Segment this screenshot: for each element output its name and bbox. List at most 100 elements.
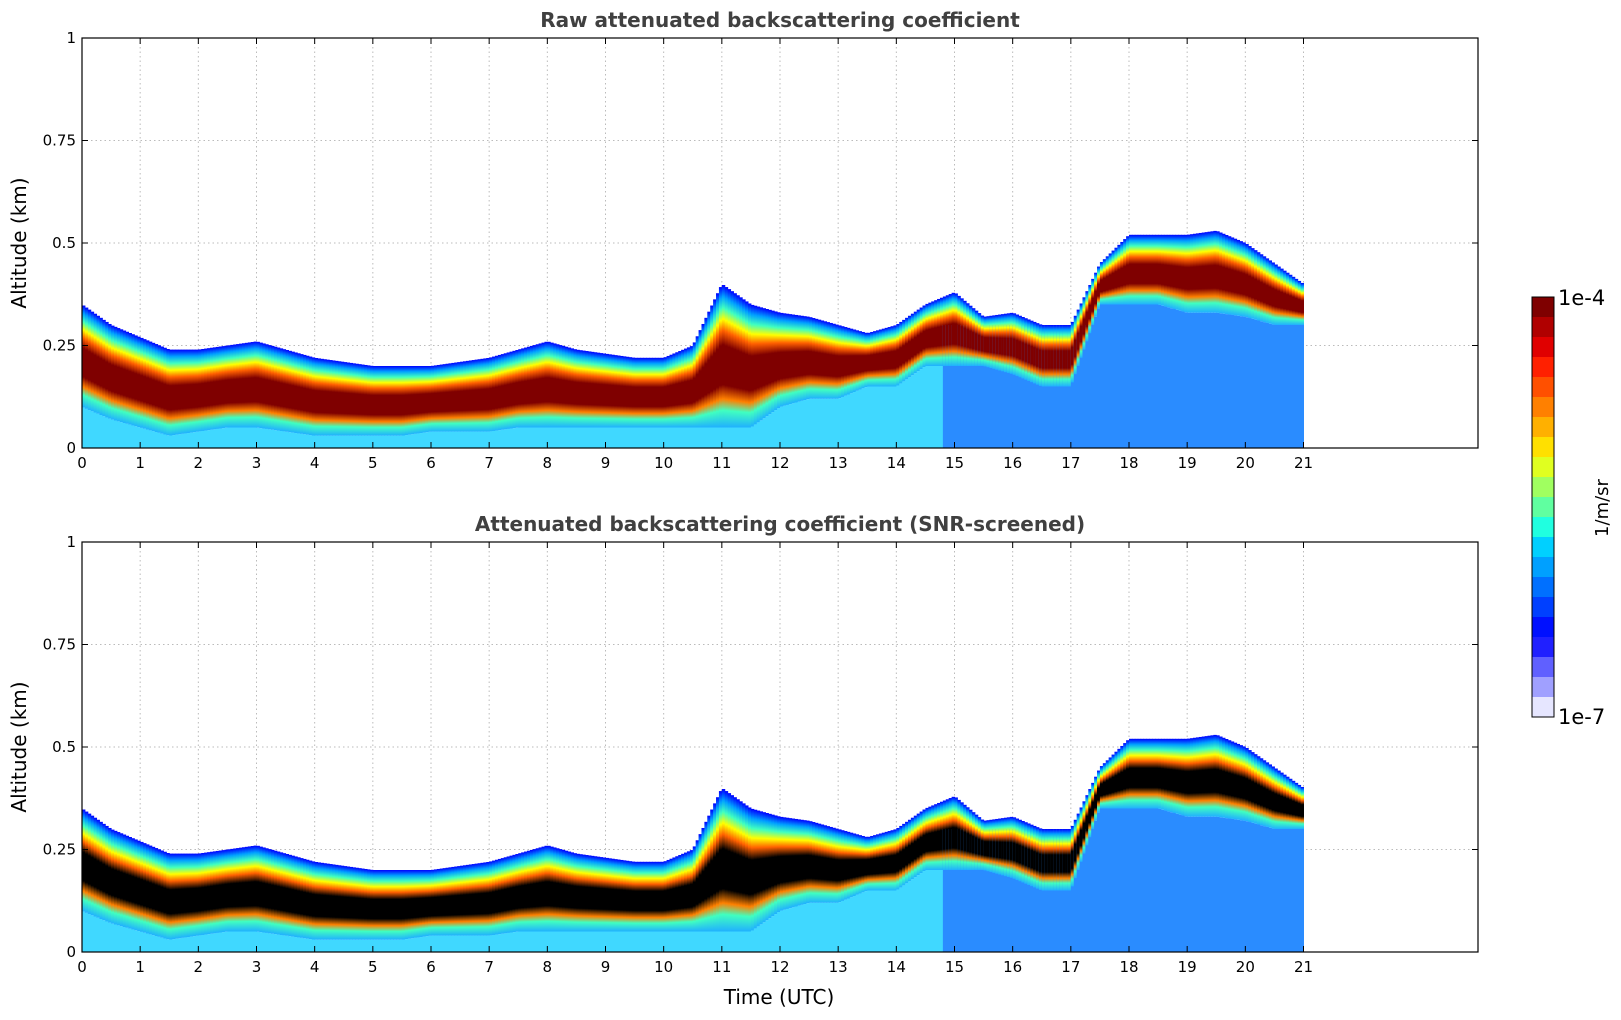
surface-strip [585,931,589,952]
aerosol-strip [977,325,982,448]
layer-strip [625,860,630,932]
x-tick-label: 5 [368,454,378,472]
surface-strip [771,412,775,448]
layer-strip [1108,253,1113,305]
layer-strip [1088,285,1092,334]
surface-strip [585,427,589,448]
surface-strip [561,427,566,448]
surface-strip [244,427,249,448]
layer-strip [649,861,653,932]
surface-strip [108,922,112,952]
layer-strip [646,861,650,932]
layer-strip [1239,241,1243,317]
layer-strip [1169,234,1174,309]
layer-strip [870,835,874,891]
layer-strip [957,295,961,366]
layer-strip [1073,315,1078,375]
layer-strip [608,858,612,932]
surface-strip [172,435,176,448]
colorbar-band [1532,477,1554,498]
layer-strip [128,836,132,929]
layer-strip [1286,776,1290,829]
layer-strip [716,797,720,932]
layer-strip [175,349,179,435]
layer-strip [90,815,95,916]
layer-strip [602,353,606,428]
surface-strip [489,431,493,448]
surface-strip [625,427,630,448]
surface-strip [180,937,185,952]
surface-strip [425,936,429,952]
layer-strip [285,854,289,936]
layer-strip [1283,774,1287,829]
layer-strip [349,866,353,940]
layer-strip [753,305,758,425]
surface-strip [276,430,281,448]
layer-strip [451,362,455,432]
aerosol-strip [1268,827,1273,952]
x-tick-label: 1 [135,958,145,976]
aerosol-strip [998,829,1002,952]
layer-strip [820,320,825,399]
surface-strip [259,428,263,448]
surface-strip [745,931,749,952]
surface-strip [233,931,237,952]
y-axis-label: Altitude (km) [7,177,31,308]
heatmap-image [82,230,1304,448]
layer-strip [384,366,388,436]
layer-strip [794,314,798,403]
surface-strip [707,427,711,448]
layer-strip [125,331,130,424]
layer-strip [1099,766,1104,809]
layer-strip [1224,739,1229,819]
surface-strip [742,931,746,952]
layer-strip [1181,738,1185,816]
aerosol-strip [977,829,982,952]
surface-strip [794,402,798,448]
layer-strip [108,827,112,923]
layer-strip [890,830,894,891]
surface-strip [311,939,316,952]
layer-strip [1111,754,1115,809]
surface-strip [634,427,638,448]
layer-strip [93,313,98,413]
layer-strip [509,855,513,933]
layer-strip [401,870,406,940]
layer-strip [992,315,996,369]
layer-strip [526,850,531,932]
panel-raw: Raw attenuated backscattering coefficien… [7,8,1479,472]
layer-strip [986,820,990,872]
surface-strip [503,429,508,448]
x-tick-label: 2 [194,454,204,472]
layer-strip [727,793,732,932]
layer-strip [314,862,319,940]
aerosol-strip [1184,816,1188,952]
surface-strip [433,431,438,448]
layer-strip [1091,278,1095,325]
layer-strip [681,853,685,932]
layer-strip [1274,768,1278,829]
layer-strip [175,853,179,939]
layer-strip [84,307,89,409]
surface-strip [384,435,388,448]
layer-strip [1062,829,1066,891]
surface-strip [477,431,481,448]
layer-strip [541,342,545,428]
surface-strip [806,903,810,952]
layer-strip [1062,325,1066,387]
layer-strip [154,344,159,433]
layer-strip [483,358,487,432]
surface-strip [654,931,659,952]
layer-strip [925,303,929,366]
surface-strip [332,435,336,448]
surface-strip [564,931,569,952]
layer-strip [593,352,598,428]
aerosol-strip [963,829,967,952]
aerosol-strip [1146,304,1150,448]
surface-strip [823,902,828,952]
aerosol-strip [992,325,996,448]
surface-strip [573,931,577,952]
surface-strip [855,894,860,952]
surface-strip [582,931,586,952]
aerosol-strip [1242,820,1246,952]
